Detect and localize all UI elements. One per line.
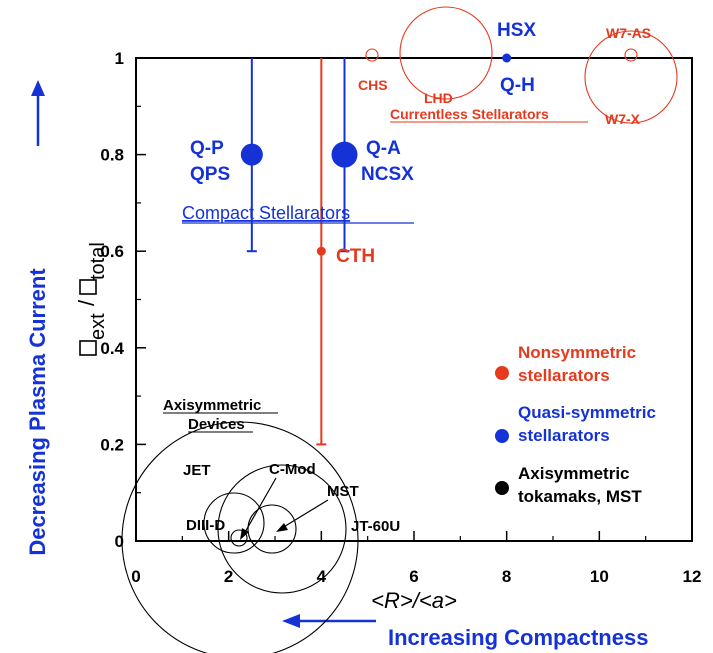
label-compact: Compact Stellarators: [182, 203, 350, 223]
label-jet: JET: [183, 462, 211, 479]
left-arrow-label: Decreasing Plasma Current: [25, 268, 50, 556]
label-mst: MST: [327, 483, 359, 500]
marker-cth: [316, 246, 326, 256]
marker-c-mod: [230, 529, 248, 547]
marker-w7-as: [624, 48, 638, 62]
label-jt60u: JT-60U: [351, 518, 400, 535]
label-diiid: DIII-D: [186, 517, 225, 534]
mst-pointer-head: [276, 523, 288, 532]
x-tick-label: 2: [224, 567, 233, 586]
legend-nonsym-2: stellarators: [518, 366, 610, 385]
label-lhd: LHD: [424, 90, 453, 106]
label-qa: Q-A: [366, 138, 401, 159]
marker-diii-d: [203, 492, 265, 554]
label-cth: CTH: [336, 246, 375, 267]
legend: Nonsymmetric stellarators Quasi-symmetri…: [495, 343, 656, 506]
legend-marker-axisym: [495, 481, 509, 495]
label-qp: Q-P: [190, 138, 224, 159]
label-axisym-2: Devices: [188, 416, 245, 433]
cmod-pointer: [243, 477, 277, 535]
label-cmod: C-Mod: [269, 461, 316, 478]
x-tick-label: 4: [317, 567, 327, 586]
label-ncsx: NCSX: [361, 164, 414, 185]
x-tick-label: 8: [502, 567, 511, 586]
y-title-sub-ext: ext: [87, 313, 109, 340]
mst-pointer: [281, 499, 329, 529]
label-hsx: HSX: [497, 20, 536, 41]
y-tick-label: 0.6: [100, 242, 124, 261]
label-axisym-1: Axisymmetric: [163, 397, 261, 414]
label-w7x: W7-X: [605, 111, 641, 127]
y-tick-label: 0.2: [100, 435, 124, 454]
x-axis-title: <R>/<a>: [371, 588, 457, 613]
y-title-box-1: [79, 340, 97, 356]
bottom-arrow-label: Increasing Compactness: [388, 625, 648, 650]
legend-marker-nonsymmetric: [495, 366, 509, 380]
label-qh: Q-H: [500, 75, 535, 96]
marker-lhd: [399, 6, 493, 100]
y-tick-label: 0: [115, 532, 124, 551]
bottom-arrow: [282, 614, 376, 628]
label-currentless: Currentless Stellarators: [390, 106, 549, 122]
y-title-box-2: [79, 279, 97, 295]
legend-nonsym-1: Nonsymmetric: [518, 343, 636, 362]
y-tick-label: 1: [115, 49, 124, 68]
y-tick-label: 0.4: [100, 339, 124, 358]
marker-chs: [365, 48, 379, 62]
marker-q-a-ncsx: [331, 141, 358, 168]
legend-axisym-2: tokamaks, MST: [518, 487, 642, 506]
legend-marker-quasi: [495, 429, 509, 443]
marker-q-p-qps: [240, 143, 263, 166]
x-tick-label: 6: [409, 567, 418, 586]
y-title-sub-total: total: [87, 242, 109, 280]
annotations: Q-P QPS Q-A NCSX Compact Stellarators HS…: [163, 20, 651, 540]
marker-hsx-q-h: [502, 53, 512, 63]
x-tick-label: 0: [131, 567, 140, 586]
legend-quasi-1: Quasi-symmetric: [518, 403, 656, 422]
y-axis-title: ext / total: [74, 242, 109, 356]
marks-layer: [121, 6, 678, 653]
left-arrow: [31, 80, 45, 146]
legend-axisym-1: Axisymmetric: [518, 464, 630, 483]
ticks-layer: 0 2 4 6 8 10 12 0 0.2 0.4 0.6 0.8 1: [100, 49, 701, 586]
x-tick-label: 10: [590, 567, 609, 586]
label-chs: CHS: [358, 77, 388, 93]
y-tick-label: 0.8: [100, 146, 124, 165]
y-title-slash: /: [74, 299, 99, 306]
legend-quasi-2: stellarators: [518, 426, 610, 445]
cmod-pointer-head: [240, 528, 249, 540]
marker-w7-x: [584, 30, 678, 124]
x-tick-label: 12: [683, 567, 702, 586]
marker-jt-60u: [217, 464, 347, 594]
marker-mst: [247, 504, 297, 554]
label-qps: QPS: [190, 164, 230, 185]
label-w7as: W7-AS: [606, 25, 651, 41]
marker-jet: [121, 421, 359, 653]
